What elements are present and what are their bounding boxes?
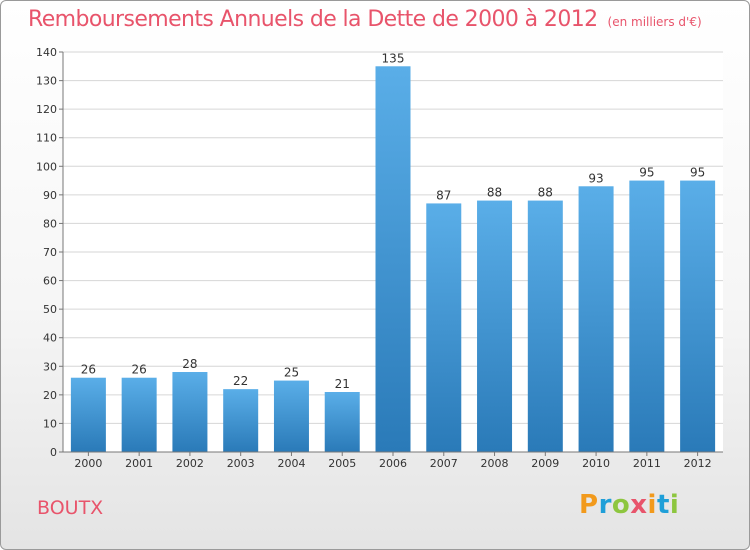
y-tick-label: 70	[43, 246, 57, 259]
bar	[324, 392, 360, 452]
bar	[273, 380, 309, 452]
bar	[629, 180, 665, 453]
bar-chart: 26 26 28 22 25 21 135 87 88 88 93 95 95 0 10 20 30 40 50 6…	[36, 46, 723, 470]
x-tick-label: 2002	[176, 457, 204, 470]
logo-letter: o	[611, 490, 631, 520]
chart-unit: (en milliers d'€)	[607, 15, 702, 29]
data-label: 87	[436, 188, 451, 202]
y-tick-label: 20	[43, 389, 57, 402]
bar	[578, 186, 614, 453]
chart-title-text: Remboursements Annuels de la Dette de 20…	[28, 7, 598, 32]
y-tick-label: 100	[36, 160, 57, 173]
x-tick-label: 2005	[328, 457, 356, 470]
y-tick-label: 140	[36, 46, 57, 59]
data-label: 95	[639, 166, 654, 180]
logo-letter: P	[579, 490, 599, 520]
y-tick-label: 50	[43, 303, 57, 316]
data-label: 88	[538, 186, 553, 200]
x-tick-label: 2008	[481, 457, 509, 470]
x-tick-label: 2006	[379, 457, 407, 470]
bar	[426, 203, 462, 452]
y-tick-label: 10	[43, 417, 57, 430]
y-tick-label: 40	[43, 332, 57, 345]
data-label: 25	[284, 366, 299, 380]
x-tick-label: 2001	[125, 457, 153, 470]
y-tick-label: 110	[36, 132, 57, 145]
bar-layer: 26 26 28 22 25 21 135 87 88 88 93 95 95	[70, 51, 716, 453]
y-tick-label: 90	[43, 189, 57, 202]
logo-letter: x	[630, 490, 648, 520]
data-label: 26	[132, 363, 147, 377]
x-tick-label: 2007	[430, 457, 458, 470]
bar	[70, 377, 106, 452]
proxiti-logo: Proxiti	[579, 490, 679, 520]
data-label: 26	[81, 363, 96, 377]
y-tick-label: 0	[50, 446, 57, 459]
bar	[680, 180, 716, 453]
location-label: BOUTX	[37, 497, 104, 519]
axis-layer: 0 10 20 30 40 50 60 70 80 90 100 110 120 130 140 2000 20…	[36, 46, 723, 470]
logo-letter: t	[656, 490, 670, 520]
bar	[527, 200, 563, 452]
y-tick-label: 30	[43, 360, 57, 373]
data-label: 135	[382, 51, 405, 65]
x-tick-label: 2010	[582, 457, 610, 470]
x-tick-label: 2003	[227, 457, 255, 470]
y-tick-label: 130	[36, 75, 57, 88]
data-label: 21	[335, 377, 350, 391]
logo-letter: r	[598, 490, 612, 520]
bar	[121, 377, 157, 452]
logo-letter: i	[647, 490, 657, 520]
x-tick-label: 2000	[74, 457, 102, 470]
x-tick-label: 2004	[277, 457, 305, 470]
data-label: 93	[588, 171, 603, 185]
y-tick-label: 60	[43, 275, 57, 288]
bar	[223, 389, 259, 452]
bar	[477, 200, 513, 452]
y-tick-label: 120	[36, 103, 57, 116]
data-label: 95	[690, 166, 705, 180]
x-tick-label: 2012	[684, 457, 712, 470]
data-label: 22	[233, 374, 248, 388]
y-tick-label: 80	[43, 217, 57, 230]
data-label: 88	[487, 186, 502, 200]
data-label: 28	[182, 357, 197, 371]
bar	[375, 66, 411, 453]
bar	[172, 372, 208, 452]
x-tick-label: 2011	[633, 457, 661, 470]
x-tick-label: 2009	[531, 457, 559, 470]
logo-letter: i	[669, 490, 680, 520]
chart-title: Remboursements Annuels de la Dette de 20…	[28, 7, 728, 39]
